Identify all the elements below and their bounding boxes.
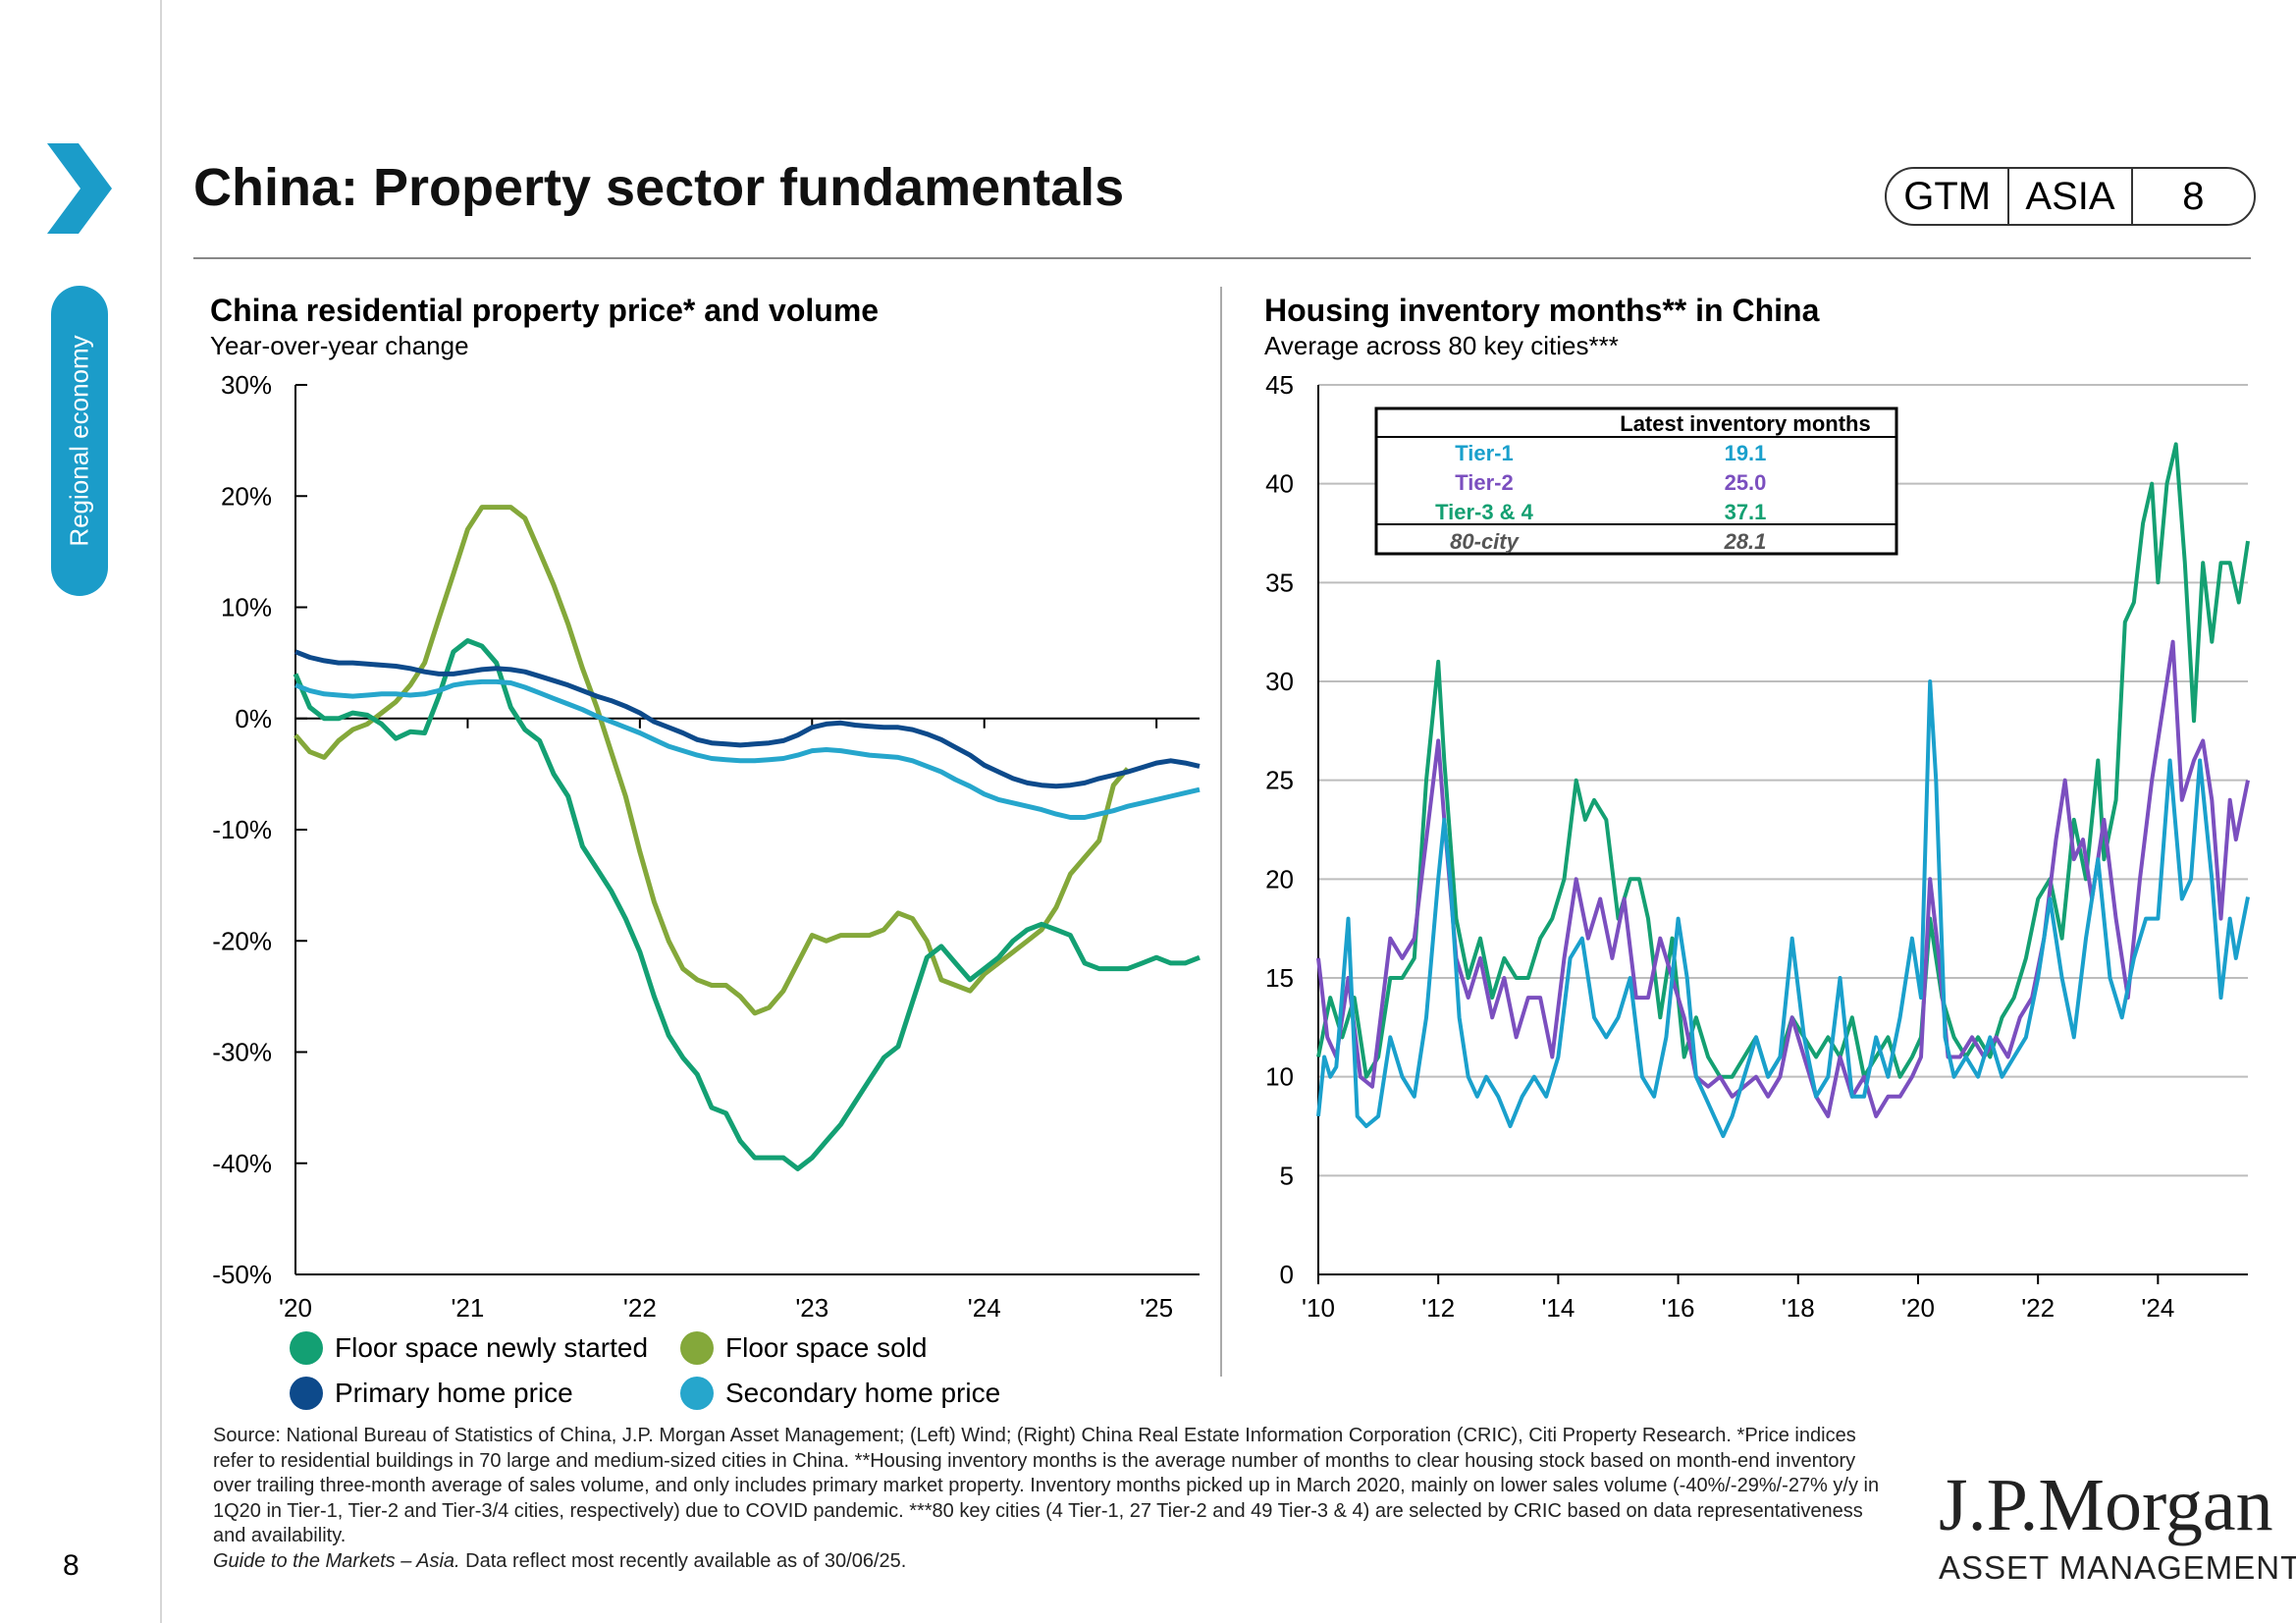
series-line-floor-space-sold xyxy=(294,505,1130,1016)
legend-label: Floor space newly started xyxy=(335,1332,649,1363)
left-chart-subtitle: Year-over-year change xyxy=(210,331,469,360)
table-row-label: 80-city xyxy=(1450,529,1520,554)
left-chart: 30% 20% 10% 0% -10% -20% -30% -40% -50%'20 '21 '22… xyxy=(212,370,1201,1323)
asset-management-logo-text: ASSET MANAGEMENT xyxy=(1939,1549,2296,1586)
y-tick-label: 25 xyxy=(1265,766,1294,795)
table-row-label: Tier-1 xyxy=(1455,441,1514,465)
x-tick-label: '16 xyxy=(1662,1293,1695,1323)
table-header: Latest inventory months xyxy=(1620,411,1870,436)
legend-dot xyxy=(680,1377,714,1410)
page-label: 8 xyxy=(2182,174,2205,218)
y-tick-label: 45 xyxy=(1265,370,1294,400)
y-tick-label: 35 xyxy=(1265,568,1294,597)
table-row-value: 28.1 xyxy=(1724,529,1767,554)
x-tick-label: '24 xyxy=(2141,1293,2174,1323)
legend-floor-started: Floor space newly started xyxy=(290,1331,648,1365)
section-tab[interactable] xyxy=(51,286,108,596)
right-chart-title: Housing inventory months** in China xyxy=(1264,293,1820,328)
x-tick-label: '25 xyxy=(1140,1293,1173,1323)
x-tick-label: '24 xyxy=(968,1293,1001,1323)
legend-dot xyxy=(290,1377,323,1410)
series-line-secondary-home-price xyxy=(294,678,1201,820)
gtm-badge: GTM ASIA 8 xyxy=(1885,167,2256,226)
y-tick-label: 0 xyxy=(1280,1260,1294,1289)
x-tick-label: '22 xyxy=(2021,1293,2055,1323)
gtm-label: GTM xyxy=(1903,174,1992,218)
table-row-label: Tier-3 & 4 xyxy=(1435,500,1534,524)
x-tick-label: '12 xyxy=(1421,1293,1455,1323)
page-title: China: Property sector fundamentals xyxy=(193,158,1125,217)
jpmorgan-logo: J.P.Morgan xyxy=(1939,1464,2273,1546)
source-note: Source: National Bureau of Statistics of… xyxy=(213,1424,1882,1574)
page-number: 8 xyxy=(63,1549,80,1582)
legend-label: Primary home price xyxy=(335,1378,573,1408)
legend-dot xyxy=(290,1331,323,1365)
sidebar-divider xyxy=(160,0,162,1623)
table-row-value: 25.0 xyxy=(1725,470,1767,495)
y-tick-label: 20% xyxy=(221,481,272,511)
y-tick-label: 5 xyxy=(1280,1161,1294,1190)
series-line-primary-home-price xyxy=(294,649,1201,789)
x-tick-label: '20 xyxy=(279,1293,312,1323)
chevron-right-icon xyxy=(47,143,112,234)
y-tick-label: -50% xyxy=(212,1260,272,1289)
y-tick-label: 30% xyxy=(221,370,272,400)
panel-divider xyxy=(1220,287,1222,1377)
y-tick-label: -30% xyxy=(212,1038,272,1067)
y-tick-label: 20 xyxy=(1265,864,1294,893)
series-line-tier-1 xyxy=(1316,679,2250,1139)
legend-floor-sold: Floor space sold xyxy=(680,1331,927,1365)
table-row-label: Tier-2 xyxy=(1455,470,1514,495)
source-text: Source: National Bureau of Statistics of… xyxy=(213,1425,1880,1546)
inventory-table-box xyxy=(1374,406,1898,556)
x-tick-label: '23 xyxy=(795,1293,828,1323)
guide-title: Guide to the Markets – Asia. xyxy=(213,1549,460,1572)
x-tick-label: '10 xyxy=(1302,1293,1335,1323)
legend-secondary-price: Secondary home price xyxy=(680,1377,1000,1410)
x-tick-label: '20 xyxy=(1901,1293,1935,1323)
x-tick-label: '14 xyxy=(1541,1293,1575,1323)
series-line-tier-2 xyxy=(1316,639,2250,1118)
y-tick-label: 10 xyxy=(1265,1062,1294,1092)
legend-label: Secondary home price xyxy=(725,1378,1001,1408)
legend-dot xyxy=(680,1331,714,1365)
y-tick-label: -40% xyxy=(212,1149,272,1178)
x-tick-label: '22 xyxy=(623,1293,657,1323)
region-label: ASIA xyxy=(2025,174,2115,218)
legend-label: Floor space sold xyxy=(725,1332,928,1363)
legend-primary-price: Primary home price xyxy=(290,1377,573,1410)
y-tick-label: -10% xyxy=(212,815,272,844)
y-tick-label: 30 xyxy=(1265,667,1294,696)
y-tick-label: 15 xyxy=(1265,963,1294,993)
x-tick-label: '18 xyxy=(1782,1293,1815,1323)
right-chart: 45 40 35 30 25 20 15 10 5 0 '10 '12 '14 '16 '18 '20 '22 '… xyxy=(1265,370,2250,1323)
data-note: Data reflect most recently available as … xyxy=(459,1549,907,1572)
title-rule xyxy=(193,257,2251,259)
table-row-value: 19.1 xyxy=(1725,441,1767,465)
left-chart-title: China residential property price* and vo… xyxy=(210,293,880,328)
y-tick-label: 10% xyxy=(221,593,272,622)
right-chart-subtitle: Average across 80 key cities*** xyxy=(1264,331,1619,360)
y-tick-label: -20% xyxy=(212,926,272,955)
y-tick-label: 40 xyxy=(1265,469,1294,499)
table-row-value: 37.1 xyxy=(1725,500,1767,524)
x-tick-label: '21 xyxy=(451,1293,484,1323)
y-tick-label: 0% xyxy=(235,704,272,733)
